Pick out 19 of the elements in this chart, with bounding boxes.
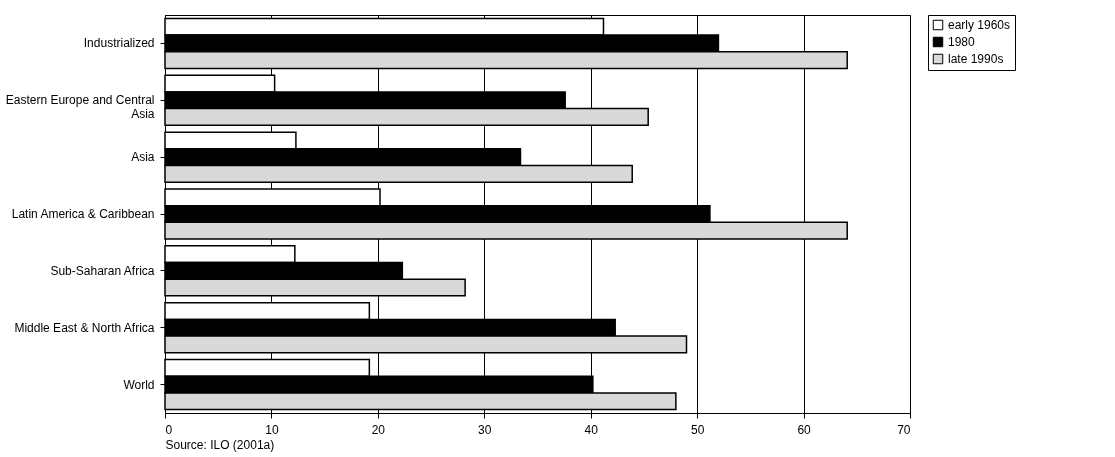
- legend-label: early 1960s: [948, 18, 1011, 32]
- x-tick-label: 20: [371, 422, 386, 437]
- x-tick-label: 70: [897, 422, 911, 437]
- y-tick-label: World: [123, 377, 155, 392]
- y-tick-label: Sub-Saharan Africa: [50, 263, 155, 278]
- y-tick-label: Industrialized: [83, 36, 155, 51]
- x-tick-label: 40: [584, 422, 599, 437]
- x-tick-label: 10: [265, 422, 279, 437]
- y-tick-label: Asia: [131, 150, 155, 165]
- legend-label: late 1990s: [948, 52, 1004, 66]
- x-tick-label: 0: [165, 422, 173, 437]
- y-tick-label: Middle East & North Africa: [14, 320, 155, 335]
- y-tick-label: Latin America & Caribbean: [11, 207, 155, 221]
- legend-label: 1980: [948, 35, 976, 49]
- x-tick-label: 50: [690, 422, 705, 437]
- y-tick-label: Eastern Europe and Central Asia: [5, 93, 155, 122]
- x-tick-label: 60: [797, 422, 812, 437]
- source-note: Source: ILO (2001a): [165, 437, 275, 452]
- x-tick-label: 30: [478, 422, 492, 437]
